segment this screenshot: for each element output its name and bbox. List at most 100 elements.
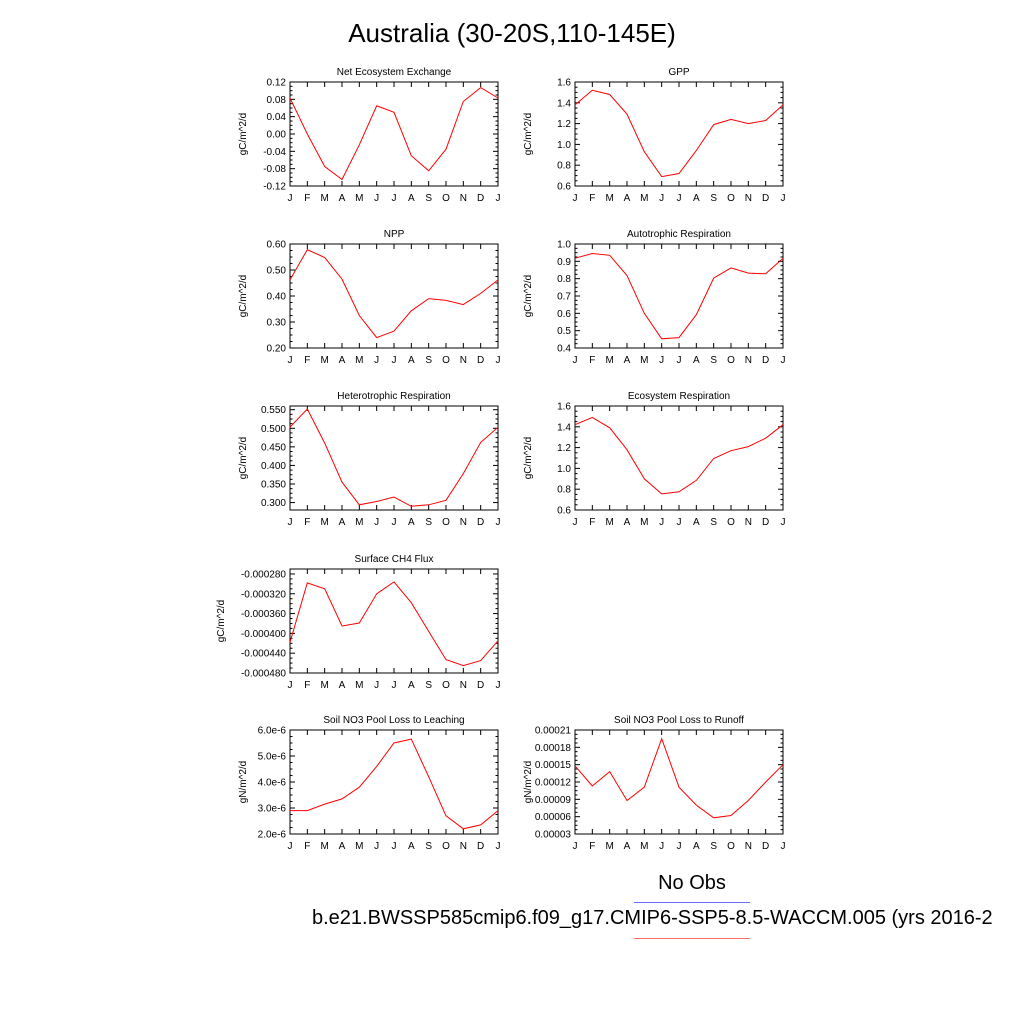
x-tick-label: J (659, 841, 664, 852)
x-tick-label: A (624, 841, 631, 852)
y-tick-label: 5.0e-6 (258, 752, 287, 763)
y-tick-label: 0.00018 (535, 743, 572, 754)
y-tick-label: 0.350 (261, 480, 286, 491)
x-tick-label: A (624, 517, 631, 528)
x-tick-label: J (392, 517, 397, 528)
x-tick-label: N (745, 841, 752, 852)
y-tick-label: 0.08 (267, 95, 287, 106)
y-tick-label: 0.00015 (535, 760, 572, 771)
legend-case-line (634, 938, 750, 939)
x-tick-label: F (589, 193, 595, 204)
y-tick-label: 0.6 (557, 182, 571, 193)
y-tick-label: 0.8 (557, 274, 571, 285)
x-tick-label: D (477, 517, 484, 528)
panel-title: Ecosystem Respiration (628, 391, 730, 402)
x-tick-label: M (355, 517, 363, 528)
x-tick-label: A (408, 680, 415, 691)
x-tick-label: O (727, 841, 735, 852)
panel-title: Autotrophic Respiration (627, 229, 731, 240)
x-tick-label: F (304, 841, 310, 852)
x-tick-label: A (693, 517, 700, 528)
x-tick-label: A (693, 355, 700, 366)
y-tick-label: -0.000400 (241, 629, 286, 640)
x-tick-label: M (320, 680, 328, 691)
y-tick-label: 4.0e-6 (258, 778, 287, 789)
chart-panel-5: Ecosystem Respiration1.61.41.21.00.80.6J… (523, 391, 786, 528)
plot-frame (289, 568, 499, 674)
x-tick-label: M (355, 841, 363, 852)
x-tick-label: J (677, 355, 682, 366)
x-tick-label: D (477, 841, 484, 852)
legend-case-label: b.e21.BWSSP585cmip6.f09_g17.CMIP6-SSP5-8… (312, 907, 993, 929)
x-tick-label: O (442, 841, 450, 852)
y-tick-label: 0.00021 (535, 726, 572, 737)
x-tick-label: J (781, 517, 786, 528)
series-line (289, 86, 499, 181)
y-tick-label: 1.2 (557, 119, 571, 130)
x-tick-label: A (339, 355, 346, 366)
series-line (290, 738, 499, 830)
y-tick-label: 0.00012 (535, 778, 572, 789)
x-tick-label: A (339, 517, 346, 528)
y-axis-label: gN/m^2/d (523, 761, 534, 804)
y-tick-label: 0.8 (557, 161, 571, 172)
y-tick-label: 1.4 (557, 422, 571, 433)
x-tick-label: N (460, 355, 467, 366)
x-tick-label: J (496, 193, 501, 204)
series-line (289, 408, 499, 507)
x-tick-label: J (374, 355, 379, 366)
chart-panel-4: Heterotrophic Respiration 0.550 0.500 0.450… (238, 391, 501, 528)
x-tick-label: J (573, 841, 578, 852)
series-line (289, 249, 499, 339)
y-tick-label: 2.0e-6 (258, 830, 287, 841)
x-tick-label: A (339, 680, 346, 691)
x-tick-label: J (392, 355, 397, 366)
x-tick-label: M (355, 193, 363, 204)
y-tick-label: 0.6 (557, 309, 571, 320)
y-tick-label: 0.00003 (535, 830, 572, 841)
x-tick-label: J (392, 680, 397, 691)
x-tick-label: A (339, 193, 346, 204)
x-tick-label: F (304, 517, 310, 528)
x-tick-label: J (288, 193, 293, 204)
y-tick-label: 0.40 (267, 292, 287, 303)
y-tick-label: 0.450 (261, 442, 286, 453)
x-tick-label: J (374, 517, 379, 528)
x-tick-label: D (477, 355, 484, 366)
plot-frame (574, 81, 784, 187)
x-tick-label: J (659, 517, 664, 528)
x-tick-label: S (710, 517, 717, 528)
plot-frame (289, 81, 499, 187)
x-tick-label: N (460, 517, 467, 528)
y-tick-label: -0.12 (263, 182, 286, 193)
y-tick-label: 1.0 (557, 240, 571, 251)
panel-title: Soil NO3 Pool Loss to Runoff (614, 715, 744, 726)
x-tick-label: M (320, 355, 328, 366)
y-tick-label: -0.000440 (241, 649, 286, 660)
x-tick-label: A (624, 193, 631, 204)
x-tick-label: O (442, 680, 450, 691)
y-tick-label: 0.4 (557, 344, 571, 355)
y-tick-label: 0.00009 (535, 795, 572, 806)
y-tick-label: 3.0e-6 (258, 804, 287, 815)
panel-title: GPP (668, 67, 689, 78)
x-tick-label: D (762, 193, 769, 204)
y-axis-label: gC/m^2/d (238, 275, 249, 318)
legend-no-obs-label: No Obs (658, 872, 726, 894)
x-tick-label: J (659, 193, 664, 204)
x-tick-label: M (640, 193, 648, 204)
y-tick-label: 0.9 (557, 257, 571, 268)
chart-panel-8: Soil NO3 Pool Loss to Runoff 0.00021 0.000… (523, 715, 786, 852)
y-tick-label: 0.300 (261, 498, 286, 509)
x-tick-label: D (477, 680, 484, 691)
x-tick-label: D (762, 517, 769, 528)
panel-title: Surface CH4 Flux (355, 554, 434, 565)
chart-panel-0: Net Ecosystem Exchange 0.12 0.08 0.04 0.00 -0… (238, 67, 501, 204)
x-tick-label: J (677, 193, 682, 204)
chart-panel-7: Soil NO3 Pool Loss to Leaching 6.0e-6 5.0e… (238, 715, 501, 852)
x-tick-label: J (496, 680, 501, 691)
y-tick-label: 0.30 (267, 318, 287, 329)
series-line (289, 581, 499, 667)
